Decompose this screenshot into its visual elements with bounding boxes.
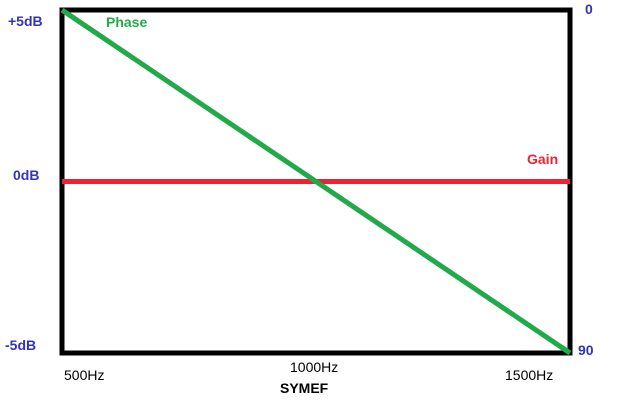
series-layer xyxy=(60,7,572,356)
x-tick-label: 500Hz xyxy=(64,367,104,383)
x-axis-title: SYMEF xyxy=(280,380,329,396)
y-right-tick-label: 90 xyxy=(578,342,594,358)
y-left-tick-label: +5dB xyxy=(8,13,43,29)
x-tick-label: 1500Hz xyxy=(505,367,553,383)
series-label-phase: Phase xyxy=(106,14,147,30)
y-right-tick-label: 0 xyxy=(585,1,593,17)
x-tick-label: 1000Hz xyxy=(290,359,338,375)
y-left-tick-label: 0dB xyxy=(13,167,39,183)
series-label-gain: Gain xyxy=(527,151,558,167)
y-left-tick-label: -5dB xyxy=(5,337,36,353)
series-line-phase xyxy=(60,7,572,356)
